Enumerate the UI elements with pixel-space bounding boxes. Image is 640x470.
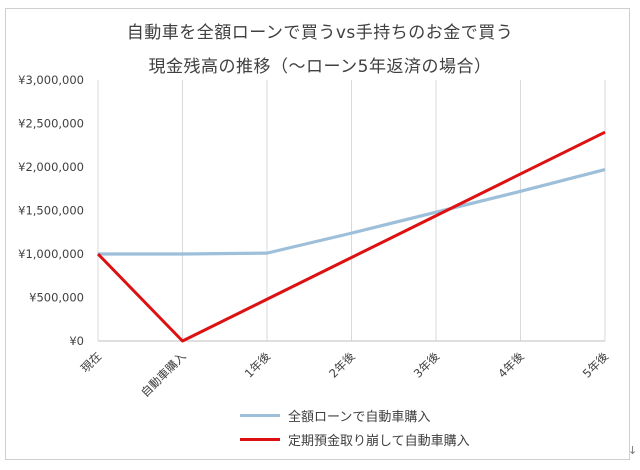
chart-title-line1: 自動車を全額ローンで買うvs手持ちのお金で買う (126, 23, 514, 43)
legend-swatch-loan (240, 413, 280, 417)
y-tick-label: ¥500,000 (29, 291, 84, 305)
x-tick-label: 5年後 (580, 349, 612, 381)
x-tick-label: 4年後 (495, 349, 527, 381)
grid-lines (97, 80, 606, 342)
legend-item-savings: 定期預金取り崩して自動車購入 (240, 427, 470, 451)
y-tick-label: ¥1,500,000 (18, 204, 84, 218)
legend-item-loan: 全額ローンで自動車購入 (240, 403, 470, 427)
y-tick-label: ¥1,000,000 (18, 247, 84, 261)
chart-frame (5, 8, 630, 460)
x-tick-label: 自動車購入 (138, 349, 189, 400)
chart-title-line2: 現金残高の推移（〜ローン5年返済の場合） (148, 57, 492, 77)
legend-label-loan: 全額ローンで自動車購入 (288, 409, 431, 425)
y-tick-label: ¥2,000,000 (18, 160, 84, 174)
y-tick-label: ¥0 (69, 334, 84, 348)
x-tick-label: 現在 (78, 349, 104, 375)
legend-label-savings: 定期預金取り崩して自動車購入 (288, 433, 470, 449)
corner-mark: ↓ (628, 444, 638, 457)
x-tick-label: 3年後 (411, 349, 443, 381)
series-lines (96, 130, 606, 343)
legend: 全額ローンで自動車購入 定期預金取り崩して自動車購入 (240, 403, 470, 451)
x-tick-label: 2年後 (326, 349, 358, 381)
y-axis-ticks: ¥0 ¥500,000 ¥1,000,000 ¥1,500,000 ¥2,000,000… (18, 73, 84, 348)
x-axis-ticks: 現在 自動車購入 1年後 2年後 3年後 4年後 5年後 (78, 349, 612, 400)
y-tick-label: ¥2,500,000 (18, 117, 84, 131)
y-tick-label: ¥3,000,000 (18, 73, 84, 87)
legend-swatch-savings (240, 437, 280, 441)
x-tick-label: 1年後 (242, 349, 274, 381)
